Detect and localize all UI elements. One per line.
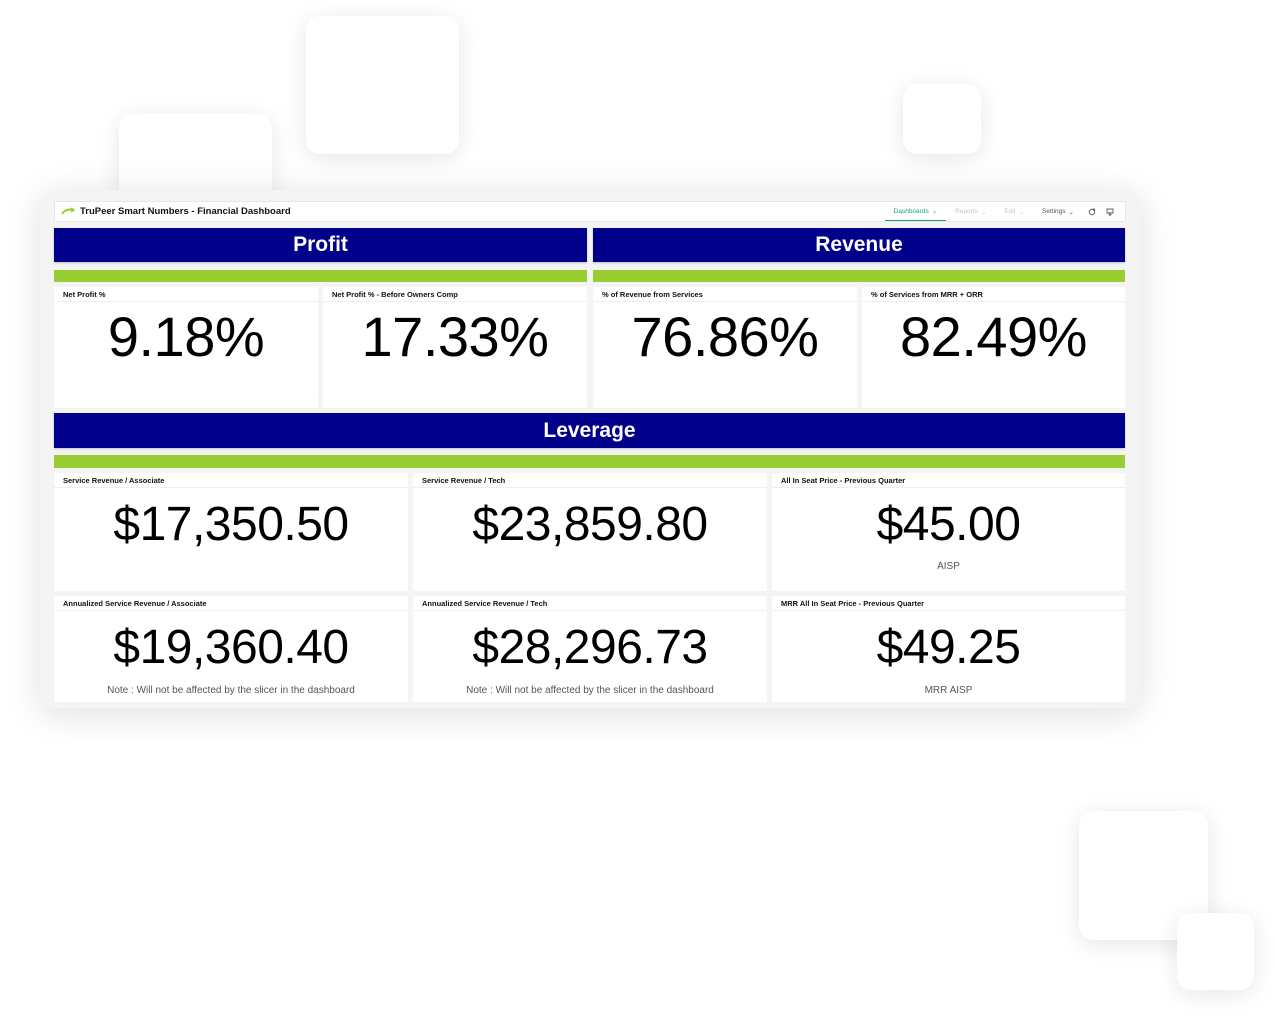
chevron-down-icon: ⌄: [1068, 208, 1074, 216]
nav-settings[interactable]: Settings ⌄: [1033, 202, 1083, 221]
divider: [323, 301, 587, 302]
section-header-leverage: Leverage: [54, 413, 1125, 448]
kpi-note: AISP: [937, 561, 960, 572]
kpi-value: $17,350.50: [113, 498, 349, 551]
nav-reports[interactable]: Reports ⌄: [946, 202, 995, 221]
kpi-title: Net Profit % - Before Owners Comp: [332, 290, 458, 299]
kpi-value: $19,360.40: [113, 621, 349, 674]
divider: [593, 301, 857, 302]
accent-bar: [54, 270, 587, 282]
kpi-title: % of Revenue from Services: [602, 290, 703, 299]
decorative-tile: [903, 84, 981, 154]
kpi-note: Note : Will not be affected by the slice…: [466, 685, 714, 696]
kpi-card-net-profit-before-owners-comp: Net Profit % - Before Owners Comp 17.33%: [323, 287, 587, 408]
nav-edit[interactable]: Edit ⌄: [995, 202, 1033, 221]
kpi-card-all-in-seat-price: All In Seat Price - Previous Quarter $45…: [772, 473, 1125, 591]
section-header-profit: Profit: [54, 228, 587, 262]
kpi-card-annualized-service-revenue-associate: Annualized Service Revenue / Associate $…: [54, 596, 408, 702]
kpi-card-service-revenue-tech: Service Revenue / Tech $23,859.80: [413, 473, 767, 591]
refresh-icon[interactable]: [1083, 202, 1101, 221]
divider: [862, 301, 1125, 302]
divider: [772, 487, 1125, 488]
decorative-tile: [1177, 913, 1254, 990]
kpi-title: All In Seat Price - Previous Quarter: [781, 476, 906, 485]
nav-dashboards-label: Dashboards: [893, 207, 929, 215]
kpi-title: MRR All In Seat Price - Previous Quarter: [781, 599, 925, 608]
kpi-title: % of Services from MRR + ORR: [871, 290, 983, 299]
kpi-value: 17.33%: [361, 305, 549, 368]
decorative-tile: [306, 16, 459, 154]
accent-bar: [593, 270, 1125, 282]
chevron-down-icon: ⌄: [1018, 208, 1025, 216]
divider: [413, 487, 767, 488]
divider: [54, 487, 408, 488]
kpi-value: 9.18%: [107, 305, 265, 368]
kpi-card-revenue-from-services: % of Revenue from Services 76.86%: [593, 287, 857, 408]
download-icon[interactable]: [1101, 202, 1119, 221]
accent-bar: [54, 455, 1125, 468]
kpi-value: $45.00: [876, 498, 1021, 551]
chevron-down-icon: ⌄: [980, 208, 987, 216]
nav-reports-label: Reports: [955, 208, 978, 215]
kpi-card-mrr-all-in-seat-price: MRR All In Seat Price - Previous Quarter…: [772, 596, 1125, 702]
app-title: TruPeer Smart Numbers - Financial Dashbo…: [80, 206, 291, 217]
divider: [54, 610, 408, 611]
divider: [54, 301, 318, 302]
kpi-value: $28,296.73: [472, 621, 708, 674]
kpi-title: Service Revenue / Associate: [63, 476, 165, 485]
kpi-value: 82.49%: [900, 305, 1087, 368]
chevron-down-icon: ⌄: [931, 208, 938, 215]
top-bar: TruPeer Smart Numbers - Financial Dashbo…: [54, 201, 1126, 222]
kpi-note: Note : Will not be affected by the slice…: [107, 685, 355, 696]
kpi-card-service-revenue-associate: Service Revenue / Associate $17,350.50: [54, 473, 408, 591]
kpi-card-services-from-mrr-orr: % of Services from MRR + ORR 82.49%: [862, 287, 1125, 408]
nav-edit-label: Edit: [1004, 208, 1016, 215]
kpi-card-net-profit: Net Profit % 9.18%: [54, 287, 318, 408]
kpi-title: Net Profit %: [63, 290, 106, 299]
top-nav: Dashboards ⌄ Reports ⌄ Edit ⌄ Settings ⌄: [884, 202, 1119, 221]
divider: [413, 610, 767, 611]
kpi-note: MRR AISP: [924, 685, 973, 696]
nav-settings-label: Settings: [1042, 208, 1066, 215]
nav-dashboards[interactable]: Dashboards ⌄: [884, 202, 947, 221]
section-header-revenue: Revenue: [593, 228, 1125, 262]
kpi-card-annualized-service-revenue-tech: Annualized Service Revenue / Tech $28,29…: [413, 596, 767, 702]
kpi-title: Service Revenue / Tech: [422, 476, 506, 485]
app-logo-icon: [61, 206, 75, 217]
kpi-title: Annualized Service Revenue / Associate: [63, 599, 207, 608]
dashboard-window: TruPeer Smart Numbers - Financial Dashbo…: [40, 190, 1140, 708]
kpi-title: Annualized Service Revenue / Tech: [422, 599, 548, 608]
kpi-value: $23,859.80: [472, 498, 708, 551]
divider: [772, 610, 1125, 611]
kpi-value: $49.25: [876, 621, 1021, 674]
kpi-value: 76.86%: [631, 305, 819, 368]
